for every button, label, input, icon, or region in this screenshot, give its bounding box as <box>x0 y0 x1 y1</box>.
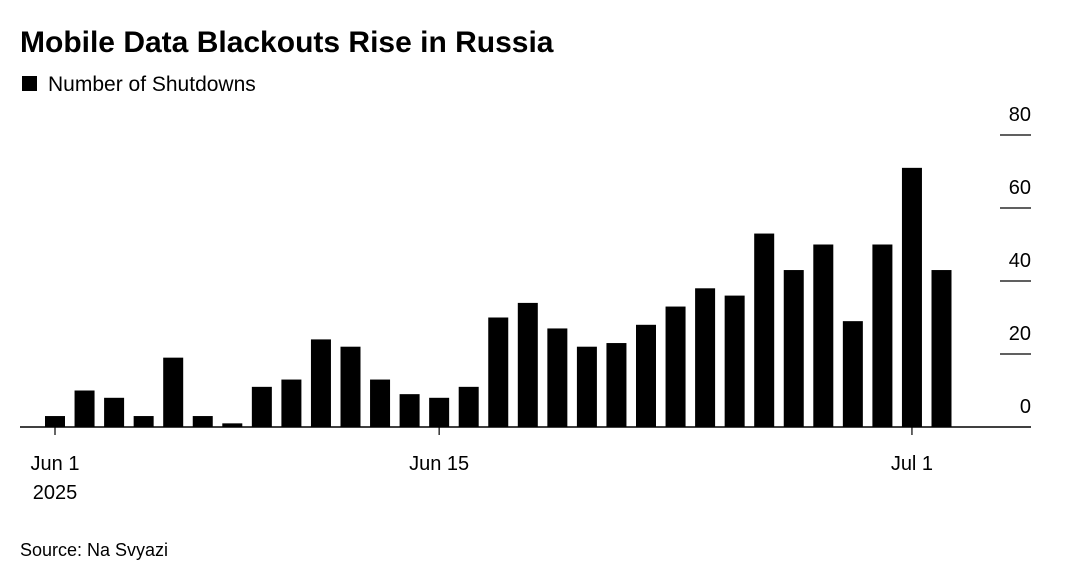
bar <box>74 390 95 427</box>
bar <box>636 324 656 427</box>
bar <box>576 346 597 427</box>
y-tick-label: 0 <box>1020 396 1031 418</box>
bar <box>901 167 922 427</box>
bar <box>488 317 509 427</box>
bar <box>399 394 420 427</box>
bar <box>458 386 479 427</box>
bar <box>754 233 775 427</box>
bar <box>813 244 834 427</box>
chart-title: Mobile Data Blackouts Rise in Russia <box>20 26 554 59</box>
bar <box>429 397 450 427</box>
y-tick-label: 60 <box>1009 177 1031 199</box>
bar <box>104 397 125 427</box>
legend-swatch <box>22 76 37 91</box>
bar <box>281 379 302 427</box>
y-tick-label: 40 <box>1009 250 1031 272</box>
y-tick-label: 20 <box>1009 323 1031 345</box>
bar <box>163 357 184 427</box>
bar <box>842 321 863 427</box>
bar <box>872 244 893 427</box>
legend-label: Number of Shutdowns <box>48 73 256 96</box>
source: Source: Na Svyazi <box>20 540 168 560</box>
bar <box>370 379 391 427</box>
bar <box>133 416 154 427</box>
y-tick-label: 80 <box>1009 104 1031 126</box>
bar <box>606 343 627 427</box>
bar <box>517 302 538 427</box>
x-sublabel: 2025 <box>33 482 78 504</box>
x-tick-label: Jul 1 <box>891 453 933 475</box>
bar <box>192 416 213 427</box>
bar <box>783 270 804 427</box>
bar <box>340 346 361 427</box>
bar <box>724 295 745 427</box>
bar <box>547 328 568 427</box>
bar <box>310 339 331 427</box>
bar <box>695 288 716 427</box>
x-tick-label: Jun 15 <box>409 453 469 475</box>
bar <box>251 386 272 427</box>
x-tick-label: Jun 1 <box>31 453 80 475</box>
bar <box>931 270 952 427</box>
bar <box>665 306 686 427</box>
bar <box>222 423 243 427</box>
bar <box>45 416 65 427</box>
